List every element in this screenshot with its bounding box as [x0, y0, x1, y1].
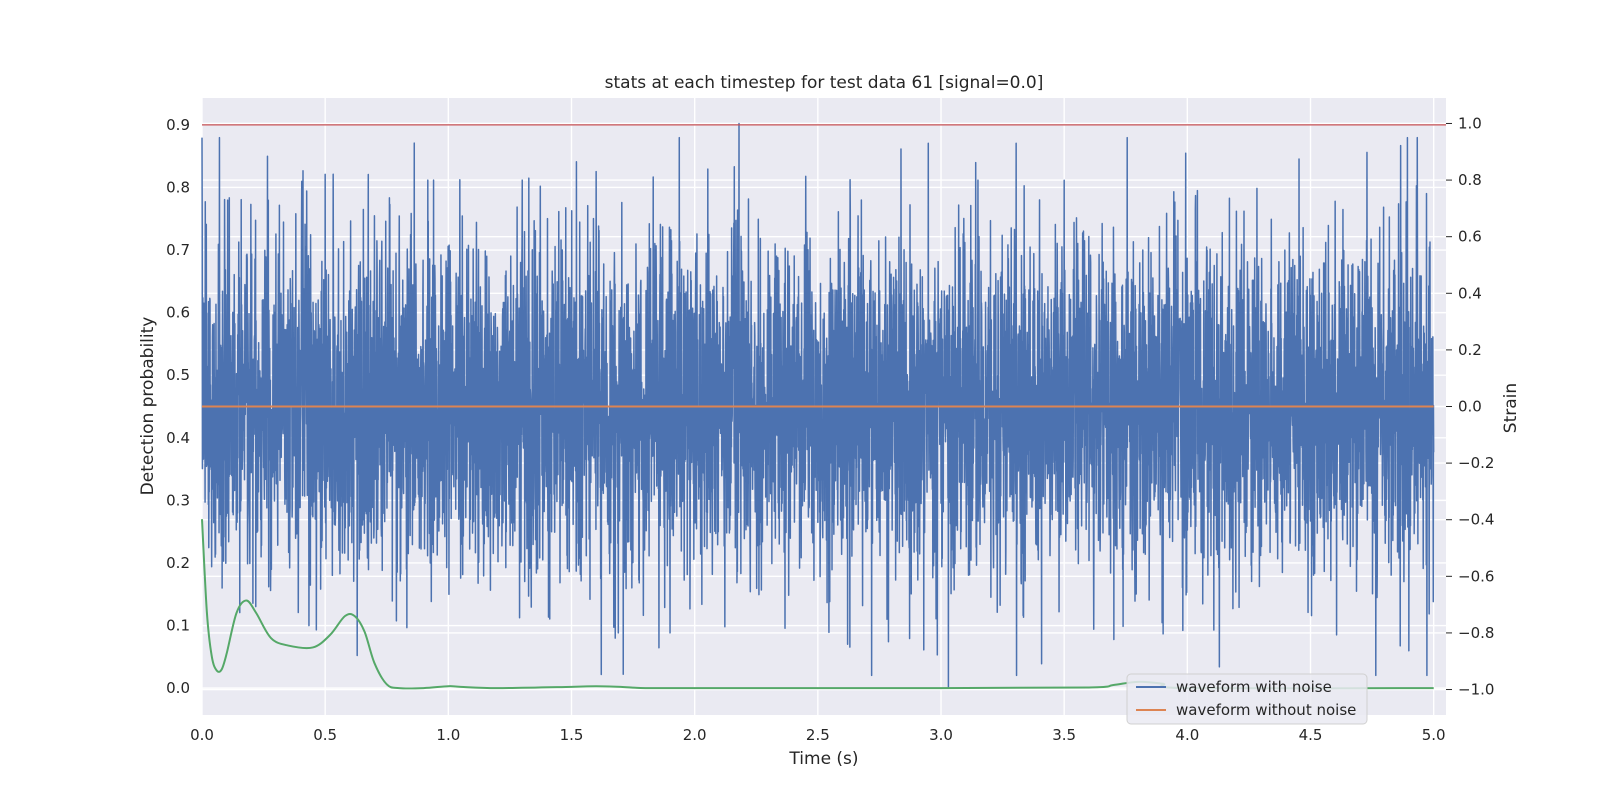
y-left-tick-label: 0.7: [166, 241, 190, 259]
y-left-tick-label: 0.2: [166, 554, 190, 572]
y-left-tick-label: 0.3: [166, 491, 190, 509]
y-left-tick-label: 0.1: [166, 617, 190, 635]
y-left-tick-label: 0.4: [166, 429, 190, 447]
y-left-tick-label: 0.6: [166, 304, 190, 322]
y-axis-right-label: Strain: [1501, 383, 1521, 433]
legend-label-noise: waveform with noise: [1176, 678, 1332, 696]
y-right-tick-label: −0.6: [1458, 567, 1494, 585]
y-right-tick-label: −0.4: [1458, 511, 1494, 529]
legend-box: [1126, 673, 1368, 725]
y-left-tick-label: 0.5: [166, 366, 190, 384]
series-line-waveform-with-noise: [201, 122, 1435, 688]
x-tick-label: 4.0: [1175, 726, 1199, 744]
y-right-tick-label: 0.4: [1458, 284, 1482, 302]
series-layer: [201, 124, 1446, 690]
y-right-tick-label: 0.8: [1458, 171, 1482, 189]
x-tick-label: 2.5: [806, 726, 830, 744]
y-right-tick-label: −1.0: [1458, 681, 1494, 699]
x-tick-label: 0.0: [190, 726, 214, 744]
series-line-detection-probability: [201, 519, 1434, 690]
x-tick-label: 1.5: [560, 726, 584, 744]
x-tick-label: 3.5: [1052, 726, 1076, 744]
y-axis-left-label: Detection probability: [138, 317, 158, 496]
x-tick-label: 4.5: [1299, 726, 1323, 744]
x-tick-label: 5.0: [1422, 726, 1446, 744]
legend: waveform with noise waveform without noi…: [1126, 673, 1368, 725]
y-right-tick-label: 0.2: [1458, 341, 1482, 359]
y-left-tick-label: 0.9: [166, 116, 190, 134]
y-right-tick-label: 0.0: [1458, 398, 1482, 416]
legend-label-clean: waveform without noise: [1176, 701, 1356, 719]
y-right-tick-label: −0.8: [1458, 624, 1494, 642]
noise-waveform-layer: [201, 122, 1435, 688]
x-tick-label: 0.5: [313, 726, 337, 744]
tick-labels-layer: 0.0 0.5 1.0 1.5 2.0 2.5 3.0 3.5 4.0 4.5 5.0 0.0 0.1 0…: [166, 114, 1494, 744]
x-tick-label: 2.0: [683, 726, 707, 744]
y-right-tick-label: 1.0: [1458, 114, 1482, 132]
y-right-tick-label: −0.2: [1458, 454, 1494, 472]
y-left-tick-label: 0.0: [166, 679, 190, 697]
x-tick-label: 1.0: [436, 726, 460, 744]
x-tick-label: 3.0: [929, 726, 953, 744]
chart-title: stats at each timestep for test data 61 …: [605, 73, 1044, 93]
y-left-tick-label: 0.8: [166, 178, 190, 196]
y-right-tick-label: 0.6: [1458, 228, 1482, 246]
x-axis-label: Time (s): [788, 749, 858, 769]
